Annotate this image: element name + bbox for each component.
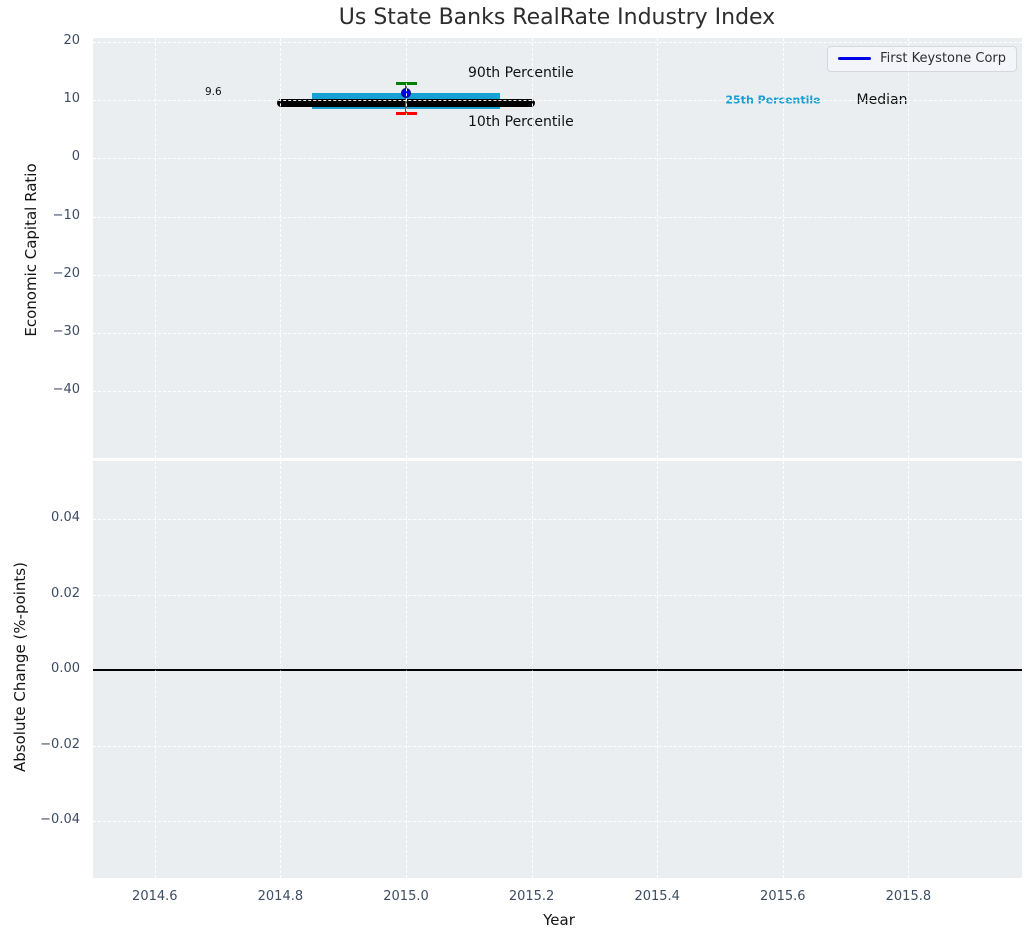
y-tick-label: −0.02 <box>40 736 80 752</box>
gridline-horizontal <box>93 100 1022 102</box>
median-value-label: 9.6 <box>205 86 222 98</box>
legend-label: First Keystone Corp <box>880 51 1006 66</box>
gridline-horizontal <box>93 42 1022 43</box>
x-tick-label: 2015.2 <box>508 889 555 904</box>
gridline-horizontal <box>93 216 1022 218</box>
gridline-horizontal <box>93 745 1022 747</box>
legend: First Keystone Corp <box>827 46 1017 72</box>
gridline-vertical <box>280 38 282 458</box>
gridline-horizontal <box>93 158 1022 160</box>
zero-line <box>93 669 1022 671</box>
gridline-vertical <box>782 38 784 458</box>
gridline-vertical <box>657 461 659 878</box>
top-y-axis-label: Economic Capital Ratio <box>22 163 40 337</box>
gridline-vertical <box>782 461 784 878</box>
x-tick-label: 2015.6 <box>760 889 806 904</box>
gridline-vertical <box>908 38 910 458</box>
gridline-vertical <box>657 38 659 458</box>
gridline-vertical <box>280 461 282 878</box>
gridline-vertical <box>154 461 156 878</box>
gridline-vertical <box>531 38 533 458</box>
x-tick-label: 2014.6 <box>132 889 178 904</box>
p25-annotation: 25th Percentile <box>725 93 821 107</box>
y-tick-label: 0.00 <box>51 661 80 676</box>
gridline-vertical <box>531 461 533 878</box>
x-tick-label: 2014.8 <box>257 889 304 904</box>
y-tick-label: −40 <box>52 382 80 398</box>
bottom-axes <box>93 461 1022 878</box>
y-tick-label: −10 <box>52 207 80 223</box>
top-axes: 9.6 90th Percentile 10th Percentile 25th… <box>93 38 1022 458</box>
chart-title: Us State Banks RealRate Industry Index <box>338 5 776 30</box>
gridline-vertical <box>406 38 407 458</box>
x-tick-label: 2015.0 <box>383 889 429 904</box>
y-tick-label: −20 <box>52 265 80 281</box>
y-tick-label: 0 <box>71 149 80 165</box>
median-annotation: Median <box>856 92 908 108</box>
y-tick-label: −30 <box>52 324 80 339</box>
gridline-horizontal <box>93 594 1022 596</box>
gridline-vertical <box>154 38 156 458</box>
gridline-horizontal <box>93 333 1022 334</box>
legend-line-sample <box>838 57 872 60</box>
y-tick-label: 20 <box>63 33 80 48</box>
x-axis-label: Year <box>543 911 575 929</box>
gridline-vertical <box>908 461 910 878</box>
y-tick-label: −0.04 <box>40 812 80 827</box>
p90-annotation: 90th Percentile <box>468 65 574 81</box>
y-tick-label: 0.04 <box>51 510 80 525</box>
y-tick-label: 0.02 <box>51 585 80 601</box>
gridline-horizontal <box>93 274 1022 276</box>
gridline-vertical <box>406 461 407 878</box>
y-tick-label: 10 <box>63 91 80 107</box>
gridline-horizontal <box>93 519 1022 520</box>
x-tick-label: 2015.8 <box>885 889 932 904</box>
x-tick-label: 2015.4 <box>634 889 680 904</box>
gridline-horizontal <box>93 821 1022 822</box>
gridline-horizontal <box>93 391 1022 393</box>
p10-annotation: 10th Percentile <box>468 114 574 130</box>
